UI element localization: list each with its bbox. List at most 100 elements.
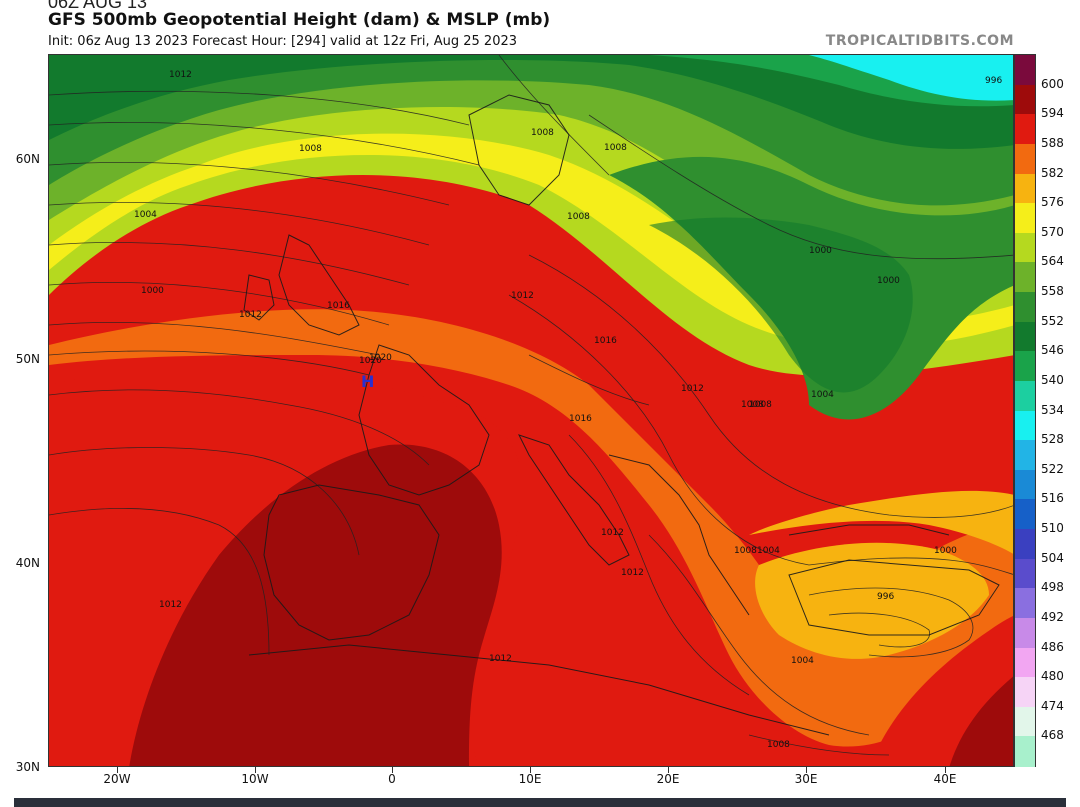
- colorbar-level-label: 486: [1041, 639, 1064, 654]
- band-600-east: [949, 676, 1013, 766]
- colorbar-level-label: 522: [1041, 461, 1064, 476]
- colorbar-level-label: 564: [1041, 254, 1064, 269]
- coast-balkans: [608, 454, 750, 616]
- isobar-7: [49, 321, 380, 356]
- isobar-2: [49, 122, 480, 166]
- isobar-21: [748, 734, 890, 756]
- isobar-10: [49, 447, 360, 556]
- isobar-label-group: 1012 1008 1004 1000 1012 1016 1020 1008 …: [134, 70, 1002, 750]
- isobar-label: 1012: [601, 528, 624, 538]
- colorbar-cell: [1015, 529, 1035, 560]
- chart-title: GFS 500mb Geopotential Height (dam) & MS…: [48, 10, 551, 30]
- isobar-label: 1004: [134, 210, 157, 220]
- lon-label-10w: 10W: [241, 772, 269, 786]
- coast-scandinavia: [468, 94, 570, 206]
- lat-label-50n: 50N: [15, 352, 40, 366]
- chart-subtitle: Init: 06z Aug 13 2023 Forecast Hour: [29…: [48, 34, 518, 49]
- isobar-4: [49, 202, 430, 246]
- lon-label-0: 0: [388, 772, 396, 786]
- high-pressure-value: 1020: [359, 356, 382, 366]
- colorbar-cell: [1015, 321, 1035, 352]
- colorbar-level-label: 480: [1041, 669, 1064, 684]
- colorbar-level-label: 570: [1041, 224, 1064, 239]
- lat-label-40n: 40N: [15, 556, 40, 570]
- isobar-label: 1004: [757, 546, 780, 556]
- isobar-label: 1008: [604, 143, 627, 153]
- isobar-label: 1004: [811, 390, 834, 400]
- isobar-label: 1008: [531, 128, 554, 138]
- colorbar-level-label: 528: [1041, 432, 1064, 447]
- colorbar-level-label: 468: [1041, 728, 1064, 743]
- isobar-1: [49, 90, 470, 126]
- lon-label-20e: 20E: [656, 772, 680, 786]
- isobar-label: 1016: [327, 301, 350, 311]
- isobar-label: 1012: [169, 70, 192, 80]
- isobar-label: 1008: [734, 546, 757, 556]
- isobar-label: 1000: [141, 286, 164, 296]
- lon-tick: [806, 767, 807, 773]
- colorbar-level-label: 516: [1041, 491, 1064, 506]
- isobar-label: 1020: [369, 353, 392, 363]
- lon-tick: [530, 767, 531, 773]
- isobar-label: 1016: [594, 336, 617, 346]
- band-582-east: [749, 490, 1013, 554]
- isobar-12: [498, 55, 610, 176]
- isobar-label: 1008: [741, 400, 764, 410]
- colorbar-cell: [1015, 351, 1035, 382]
- lon-label-10e: 10E: [518, 772, 542, 786]
- colorbar-cell: [1015, 706, 1035, 737]
- colorbar-level-label: 582: [1041, 165, 1064, 180]
- coast-italy: [518, 434, 630, 566]
- isobar-label: 1012: [239, 310, 262, 320]
- colorbar-cell: [1015, 143, 1035, 174]
- band-594: [49, 55, 1013, 149]
- isobar-8: [49, 350, 370, 376]
- colorbar-level-label: 576: [1041, 195, 1064, 210]
- lon-tick: [255, 767, 256, 773]
- colorbar-level-label: 558: [1041, 284, 1064, 298]
- colorbar-cell: [1015, 410, 1035, 441]
- colorbar-cell: [1015, 736, 1035, 767]
- colorbar-cell: [1015, 173, 1035, 204]
- coast-turkey: [788, 559, 1000, 636]
- lon-label-40e: 40E: [933, 772, 957, 786]
- isobar-label: 1004: [791, 656, 814, 666]
- coast-ireland: [243, 274, 275, 321]
- brand-watermark: TROPICALTIDBITS.COM: [825, 33, 1014, 49]
- coast-france: [358, 344, 490, 496]
- map-panel: 1012 1008 1004 1000 1012 1016 1020 1008 …: [48, 54, 1014, 767]
- isobar-label: 1012: [511, 291, 534, 301]
- high-pressure-marker: H: [361, 372, 374, 391]
- colorbar-level-label: 540: [1041, 372, 1064, 387]
- isobar-label: 1000: [877, 276, 900, 286]
- isobar-13: [588, 114, 1013, 260]
- lon-label-30e: 30E: [794, 772, 818, 786]
- lon-tick: [945, 767, 946, 773]
- colorbar-level-label: 492: [1041, 609, 1064, 624]
- colorbar-cell: [1015, 617, 1035, 648]
- isobar-6: [49, 282, 390, 326]
- isobar-11: [49, 508, 270, 656]
- isobar-label: 1012: [489, 654, 512, 664]
- isobar-9: [49, 389, 430, 466]
- isobar-label: 1000: [809, 246, 832, 256]
- colorbar: [1014, 54, 1036, 767]
- isobar-label: 996: [985, 76, 1002, 86]
- isobar-17: [648, 534, 870, 736]
- isobar-16: [568, 434, 750, 696]
- band-534: [809, 55, 1013, 101]
- colorbar-level-label: 600: [1041, 76, 1064, 91]
- isobar-label: 1008: [749, 400, 772, 410]
- colorbar-level-label: 534: [1041, 402, 1064, 417]
- lat-label-60n: 60N: [15, 152, 40, 166]
- isobar-label: 1016: [569, 414, 592, 424]
- isobar-22: [528, 354, 650, 406]
- coastlines: [243, 94, 1000, 736]
- colorbar-level-label: 498: [1041, 580, 1064, 595]
- colorbar-cell: [1015, 232, 1035, 263]
- colorbar-cell: [1015, 677, 1035, 708]
- colorbar-cell: [1015, 380, 1035, 411]
- colorbar-level-label: 510: [1041, 521, 1064, 535]
- colorbar-cell: [1015, 55, 1035, 86]
- lon-tick: [392, 767, 393, 773]
